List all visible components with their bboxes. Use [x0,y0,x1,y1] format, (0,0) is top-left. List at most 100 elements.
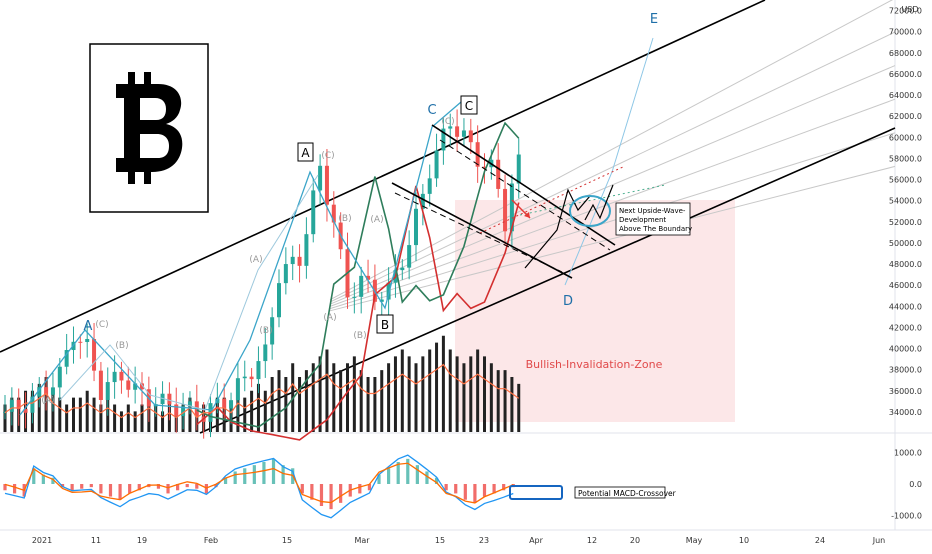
candle-body [174,404,179,417]
time-tick: 15 [435,536,445,545]
wave-label-b-minor-4: (B) [353,331,366,341]
candle-body [509,183,514,232]
macd-tick: 1000.0 [894,449,922,458]
candle-body [352,296,357,298]
macd-bar [329,484,333,510]
price-tick: 40000.0 [889,345,922,354]
red-arrowhead [524,212,530,218]
macd-bar [118,484,122,500]
volume-bar [352,356,356,432]
macd-bar [223,477,228,484]
candle-body [318,165,323,191]
macd-bar [128,484,132,494]
macd-bar [482,484,487,497]
macd-bar [444,484,448,491]
volume-bar [72,397,75,432]
candle-body [434,150,439,179]
candle-body [366,275,371,280]
macd-bar [214,484,218,488]
candle-body [400,267,405,271]
candle-body [9,399,14,412]
volume-bar [428,349,432,432]
candle-body [359,275,364,297]
volume-bar [133,411,137,432]
price-tick: 68000.0 [889,49,922,58]
time-tick: 24 [815,536,825,545]
wave-label-b-minor-3: (B) [338,214,351,224]
candle-body [441,128,446,151]
volume-bar [387,363,391,432]
macd-bar [89,484,93,488]
price-tick: 72000.0 [889,7,922,16]
candle-body [50,387,55,395]
volume-bar [421,356,425,432]
wave-label-a-minor-4: (A) [370,215,383,225]
highlight-ellipse [569,195,611,227]
candle-body [331,204,336,223]
volume-bar [58,397,62,432]
volume-bar [380,370,384,432]
price-tick: 34000.0 [889,408,922,417]
flag-upper-dashed [439,139,611,251]
volume-bar [318,356,322,432]
volume-bar [188,397,192,432]
time-tick: 19 [137,536,147,545]
volume-bar [496,370,500,432]
volume-bar [407,356,411,432]
candle-body [37,387,42,397]
candle-body [23,409,28,413]
macd-bar [70,484,74,491]
time-tick: 20 [630,536,640,545]
volume-bar [476,349,480,432]
time-tick: May [686,536,703,545]
time-tick: 2021 [32,536,52,545]
volume-bar [298,377,302,432]
bullish-invalidation-zone [455,200,735,422]
volume-bar [455,356,459,432]
candle-body [270,317,275,345]
candle-body [112,371,117,383]
candle-body [92,339,97,371]
price-tick: 36000.0 [889,387,922,396]
price-tick: 54000.0 [889,197,922,206]
upper-channel-line [0,0,766,353]
candle-body [277,283,281,318]
macd-bar [300,484,304,494]
volume-bar [400,349,404,432]
candle-body [290,256,295,265]
volume-bar [119,411,123,432]
moving-average-red [196,185,520,441]
volume-bar [256,383,260,432]
candle-body [386,282,391,300]
macd-bar [51,477,55,484]
volume-bar [441,335,445,432]
candle-body [468,130,473,143]
volume-bar [263,390,267,432]
candle-body [126,380,131,390]
macd-bar [367,484,372,491]
candle-body [242,376,247,379]
volume-bar [489,363,493,432]
candle-body [98,370,103,400]
fan-line [329,98,896,307]
macd-note-label: Potential MACD-Crossover [578,489,677,498]
candle-body [516,154,521,184]
volume-bar [373,377,377,432]
candle-body [30,396,35,413]
candle-body [140,383,144,390]
candle-body [64,350,69,367]
moving-average-green [196,121,520,428]
red-dotted-line [479,165,626,234]
macd-bar [204,484,208,494]
macd-bar [425,471,429,484]
price-tick: 60000.0 [889,133,922,142]
volume-bar [161,411,165,432]
upside-note-box [615,202,691,236]
candle-body [222,398,227,409]
wave-label-a-2: A [301,146,310,160]
macd-bar [166,484,170,494]
volume-bar [346,363,349,432]
macd-bar [473,484,477,503]
